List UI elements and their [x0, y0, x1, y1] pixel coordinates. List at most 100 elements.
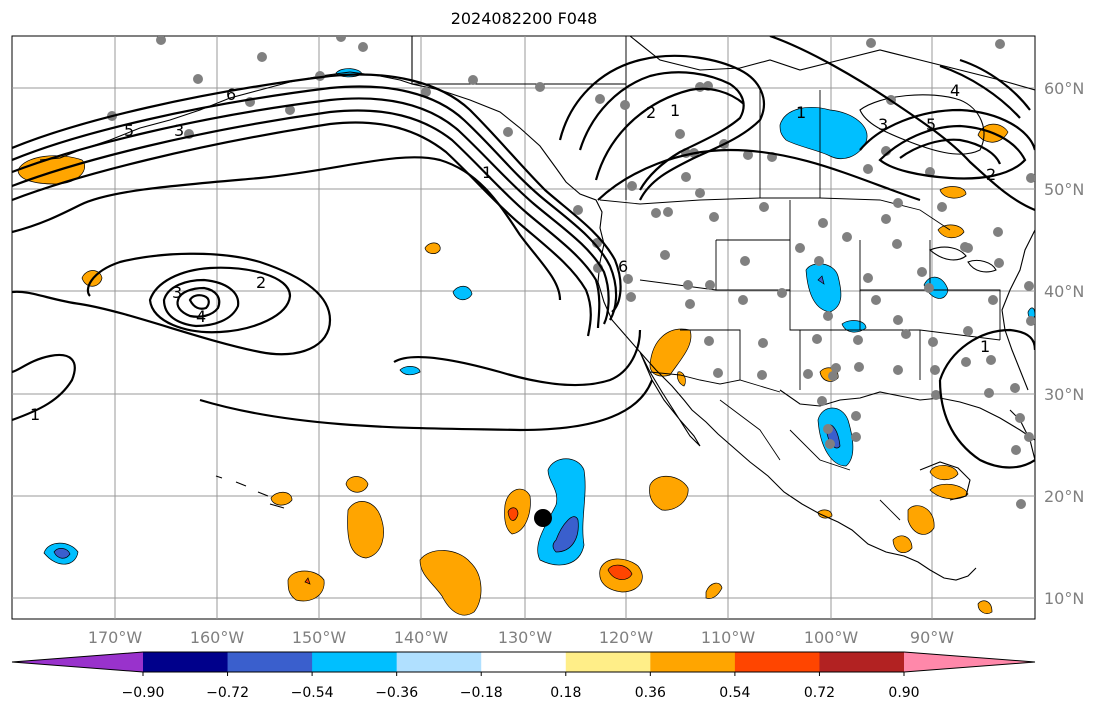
canada-provinces [412, 36, 821, 200]
positive-anomaly-region [649, 328, 692, 377]
latitude-label: 20°N [1044, 487, 1084, 506]
contour-label: 1 [796, 103, 806, 122]
station-dot [573, 205, 583, 215]
map-title: 2024082200 F048 [450, 9, 598, 28]
station-dot [961, 357, 971, 367]
longitude-label: 110°W [701, 628, 756, 647]
positive-anomaly-region [705, 582, 723, 599]
contour-label: 6 [226, 85, 236, 104]
station-dot [685, 299, 695, 309]
station-dot [863, 273, 873, 283]
latitude-label: 60°N [1044, 79, 1084, 98]
station-dot [924, 283, 934, 293]
contour-line [878, 124, 1027, 180]
station-dot [595, 94, 605, 104]
station-dot [901, 329, 911, 339]
station-dot [1024, 281, 1034, 291]
contour-label: 3 [878, 115, 888, 134]
station-dot [963, 243, 973, 253]
negative-anomaly-region [452, 285, 473, 301]
us-mexico-border [649, 371, 781, 393]
colorbar-segment [396, 652, 482, 672]
station-dot [825, 439, 835, 449]
longitude-label: 160°W [190, 628, 245, 647]
contour-label: 1 [482, 163, 492, 182]
station-dot [812, 334, 822, 344]
colorbar-tick-label: −0.54 [291, 685, 334, 701]
station-dot [823, 311, 833, 321]
station-dot [842, 232, 852, 242]
great-lakes [967, 259, 997, 273]
positive-anomaly-region [270, 491, 293, 506]
station-dot [468, 75, 478, 85]
contour-label: 6 [618, 257, 628, 276]
station-dot [681, 172, 691, 182]
strong-positive-anomaly-core [304, 577, 311, 585]
strong-negative-anomaly-core [53, 548, 71, 559]
station-dot [986, 355, 996, 365]
east-coast [1001, 229, 1035, 391]
latitude-label: 30°N [1044, 385, 1084, 404]
station-dot [626, 292, 636, 302]
contour-line [199, 379, 654, 432]
station-dot [871, 295, 881, 305]
contour-label: 2 [986, 165, 996, 184]
station-dot [651, 208, 661, 218]
contour-line [12, 156, 562, 301]
colorbar-segment [819, 652, 905, 672]
station-dot [988, 295, 998, 305]
contour-label: 4 [950, 81, 960, 100]
contour-line [859, 108, 1035, 151]
positive-anomaly-region [345, 476, 369, 493]
station-dot [1011, 445, 1021, 455]
colorbar-segment [481, 652, 567, 672]
us-canada-border [599, 197, 951, 231]
station-dot [743, 150, 753, 160]
positive-anomaly-region [907, 505, 935, 535]
station-dot [592, 238, 602, 248]
station-dot [503, 127, 513, 137]
colorbar-tick-label: 0.18 [550, 685, 581, 701]
contour-line [12, 353, 76, 422]
station-dot [156, 36, 166, 45]
colorbar-tick-label: −0.90 [122, 685, 165, 701]
station-dot [713, 368, 723, 378]
station-dot [928, 337, 938, 347]
positive-anomaly-region [929, 465, 959, 481]
latitude-labels: 60°N 50°N 40°N 30°N 20°N 10°N [1044, 79, 1084, 608]
contour-line [594, 87, 921, 202]
latitude-label: 10°N [1044, 589, 1084, 608]
station-dot [803, 369, 813, 379]
station-dot [663, 207, 673, 217]
contour-line [12, 97, 610, 325]
colorbar-segment [650, 652, 736, 672]
positive-anomaly-region [977, 600, 993, 614]
station-dot [828, 371, 838, 381]
contour-label: 1 [30, 405, 40, 424]
alaska-coastline [411, 36, 977, 581]
station-dot [704, 336, 714, 346]
longitude-label: 130°W [498, 628, 553, 647]
positive-anomaly-region [287, 570, 325, 602]
colorbar-extend-low [12, 652, 143, 672]
station-dot [993, 227, 1003, 237]
negative-anomaly-region [779, 107, 868, 159]
contour-line [558, 54, 765, 201]
coastlines [39, 36, 1035, 581]
station-dot [893, 365, 903, 375]
station-dot [1016, 499, 1026, 509]
latitude-label: 40°N [1044, 282, 1084, 301]
contour-label: 5 [926, 115, 936, 134]
florida [1009, 409, 1035, 461]
contour-line [188, 294, 210, 310]
station-dot [757, 370, 767, 380]
station-dot [814, 256, 824, 266]
station-dot [740, 256, 750, 266]
station-dot [851, 432, 861, 442]
station-dot [1024, 432, 1034, 442]
strong-positive-anomaly-core [507, 507, 519, 521]
contour-line [939, 58, 1031, 119]
station-dot [881, 214, 891, 224]
contour-line [162, 278, 240, 328]
